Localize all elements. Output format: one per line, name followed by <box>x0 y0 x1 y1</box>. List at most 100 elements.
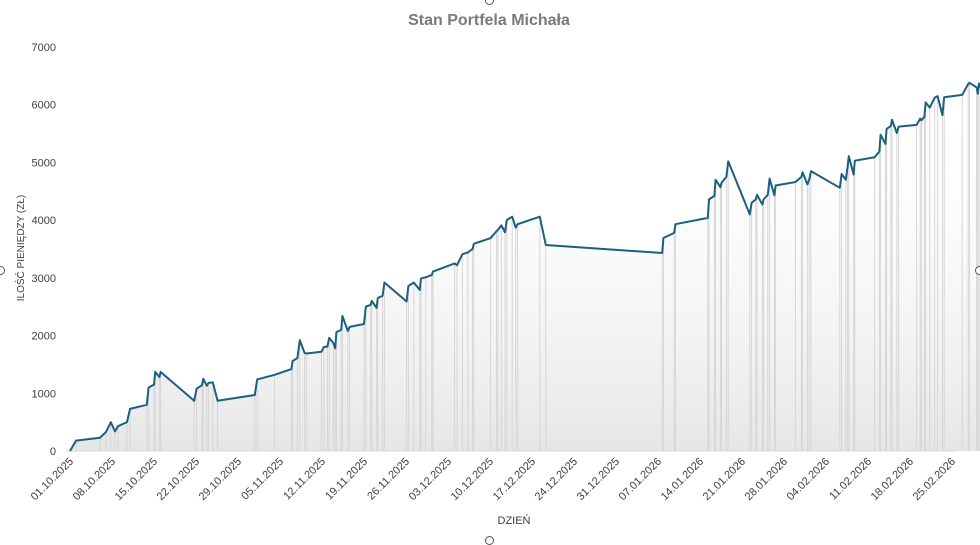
data-point <box>326 346 328 348</box>
x-tick-label: 26.11.2025 <box>365 456 412 503</box>
data-point <box>725 176 727 178</box>
data-point <box>941 114 943 116</box>
data-point <box>365 306 367 308</box>
data-point <box>920 119 922 121</box>
data-point <box>506 219 508 221</box>
data-point <box>153 384 155 386</box>
data-point <box>206 385 208 387</box>
x-tick-label: 22.10.2025 <box>155 456 202 503</box>
data-point <box>773 194 775 196</box>
data-point <box>845 179 847 181</box>
data-point <box>923 116 925 118</box>
data-point <box>105 431 107 433</box>
data-point <box>406 301 408 303</box>
data-point <box>193 400 195 402</box>
data-point <box>292 360 294 362</box>
data-point <box>808 179 810 181</box>
data-point <box>296 357 298 359</box>
data-point <box>323 346 325 348</box>
data-point <box>878 150 880 152</box>
data-point <box>432 271 434 273</box>
data-point <box>117 425 119 427</box>
data-point <box>662 237 664 239</box>
x-tick-label: 04.02.2026 <box>785 456 832 503</box>
data-point <box>848 155 850 157</box>
data-point <box>158 376 160 378</box>
x-tick-label: 12.11.2025 <box>281 456 328 503</box>
data-point <box>371 300 373 302</box>
y-tick-label: 5000 <box>32 157 56 169</box>
data-point <box>472 248 474 250</box>
x-tick-label: 25.02.2026 <box>911 456 958 503</box>
x-tick-label: 15.10.2025 <box>113 456 160 503</box>
y-axis-tick-labels: 0 1000 2000 3000 4000 5000 6000 7000 <box>32 42 56 458</box>
data-point <box>461 253 463 255</box>
data-point <box>341 315 343 317</box>
y-tick-label: 1000 <box>32 388 56 400</box>
data-point <box>802 171 804 173</box>
y-tick-label: 6000 <box>32 100 56 112</box>
data-point <box>756 194 758 196</box>
data-point <box>755 198 757 200</box>
data-point <box>977 93 979 95</box>
resize-handle-left[interactable] <box>0 266 5 275</box>
data-point <box>340 329 342 331</box>
x-tick-label: 11.02.2026 <box>827 456 874 503</box>
data-point <box>880 134 882 136</box>
data-point <box>721 182 723 184</box>
data-point <box>202 378 204 380</box>
x-tick-label: 03.12.2025 <box>407 456 454 503</box>
x-tick-label: 01.10.2025 <box>29 456 76 503</box>
data-point <box>841 173 843 175</box>
data-point <box>490 237 492 239</box>
data-point <box>715 179 717 181</box>
data-point <box>810 170 812 172</box>
data-point <box>891 119 893 121</box>
x-tick-label: 31.12.2025 <box>575 456 622 503</box>
data-point <box>916 124 918 126</box>
data-point <box>761 204 763 206</box>
data-point <box>383 281 385 283</box>
x-tick-label: 10.12.2025 <box>449 456 496 503</box>
x-axis-tick-labels: 01.10.202508.10.202515.10.202522.10.2025… <box>29 456 958 503</box>
data-point <box>806 183 808 185</box>
data-point <box>212 381 214 383</box>
data-point <box>75 440 77 442</box>
data-point <box>919 118 921 120</box>
y-axis-label: ILOŚĆ PIENIĘDZY (ZŁ) <box>14 195 27 302</box>
data-point <box>800 176 802 178</box>
data-point <box>674 223 676 225</box>
data-point <box>320 351 322 353</box>
x-tick-label: 18.02.2026 <box>869 456 916 503</box>
data-point <box>69 450 71 452</box>
data-point <box>929 107 931 109</box>
data-point <box>961 94 963 96</box>
data-point <box>497 229 499 231</box>
data-point <box>256 378 258 380</box>
data-point <box>217 400 219 402</box>
data-point <box>511 216 513 218</box>
data-point <box>304 352 306 354</box>
data-point <box>839 187 841 189</box>
resize-handle-top[interactable] <box>485 0 494 5</box>
data-point <box>413 281 415 283</box>
data-point <box>934 97 936 99</box>
resize-handle-right[interactable] <box>975 266 980 275</box>
data-point <box>673 232 675 234</box>
data-point <box>886 128 888 130</box>
data-point <box>363 323 365 325</box>
chart-title: Stan Portfela Michała <box>408 12 570 29</box>
x-tick-label: 07.01.2026 <box>617 456 664 503</box>
data-point <box>305 352 307 354</box>
x-tick-label: 17.12.2025 <box>491 456 538 503</box>
data-point <box>517 223 519 225</box>
data-point <box>274 374 276 376</box>
data-point <box>707 217 709 219</box>
data-point <box>500 224 502 226</box>
data-point <box>154 371 156 373</box>
data-point <box>290 368 292 370</box>
data-point <box>254 394 256 396</box>
data-point <box>148 387 150 389</box>
